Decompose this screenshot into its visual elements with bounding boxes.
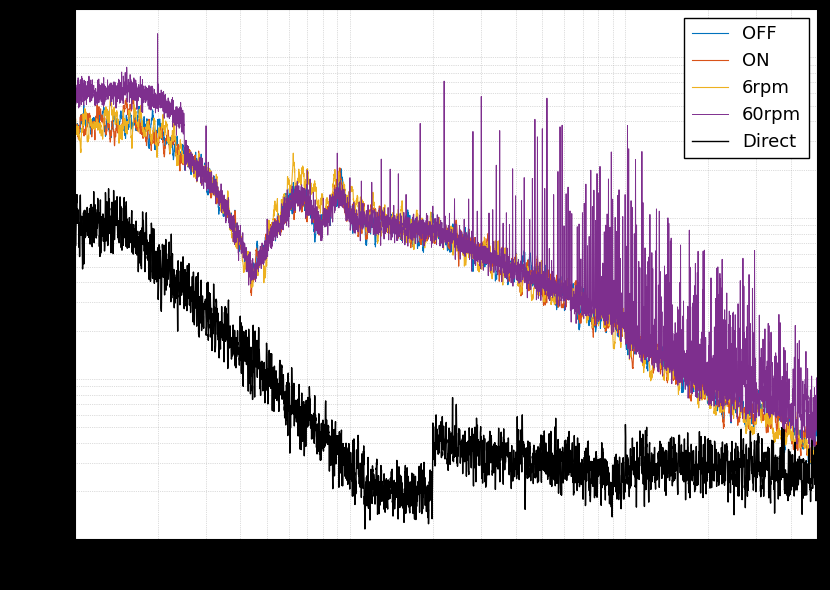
Direct bbox=[624, 493, 634, 500]
Direct bbox=[681, 472, 691, 479]
ON bbox=[813, 441, 823, 448]
60rpm bbox=[681, 359, 691, 366]
60rpm bbox=[624, 339, 634, 346]
ON bbox=[121, 95, 131, 102]
Legend: OFF, ON, 6rpm, 60rpm, Direct: OFF, ON, 6rpm, 60rpm, Direct bbox=[685, 18, 808, 159]
6rpm bbox=[70, 124, 80, 131]
OFF bbox=[804, 463, 814, 470]
ON bbox=[515, 284, 525, 291]
ON bbox=[70, 136, 80, 143]
6rpm bbox=[354, 206, 364, 214]
6rpm bbox=[105, 91, 115, 99]
Line: Direct: Direct bbox=[75, 189, 818, 529]
OFF bbox=[624, 342, 634, 349]
Line: OFF: OFF bbox=[75, 105, 818, 466]
OFF bbox=[515, 274, 525, 281]
60rpm bbox=[354, 216, 364, 223]
6rpm bbox=[681, 371, 691, 378]
Direct bbox=[360, 526, 370, 533]
OFF bbox=[553, 287, 563, 294]
60rpm bbox=[205, 177, 215, 184]
60rpm bbox=[153, 30, 163, 37]
60rpm bbox=[70, 33, 80, 40]
6rpm bbox=[813, 448, 823, 455]
Direct bbox=[354, 460, 364, 467]
OFF bbox=[79, 101, 89, 109]
6rpm bbox=[624, 340, 634, 348]
Line: ON: ON bbox=[75, 99, 818, 473]
ON bbox=[624, 332, 634, 339]
ON bbox=[205, 183, 215, 191]
OFF bbox=[205, 166, 215, 173]
Direct bbox=[515, 458, 525, 466]
ON bbox=[354, 233, 364, 240]
Direct bbox=[813, 483, 823, 490]
6rpm bbox=[515, 289, 525, 296]
Line: 6rpm: 6rpm bbox=[75, 95, 818, 465]
OFF bbox=[70, 124, 80, 131]
6rpm bbox=[553, 288, 563, 295]
Direct bbox=[104, 185, 114, 192]
6rpm bbox=[809, 461, 819, 468]
6rpm bbox=[205, 168, 215, 175]
ON bbox=[553, 295, 563, 302]
Direct bbox=[205, 315, 215, 322]
Direct bbox=[70, 224, 80, 231]
60rpm bbox=[515, 268, 525, 276]
Line: 60rpm: 60rpm bbox=[75, 34, 818, 460]
60rpm bbox=[813, 432, 823, 440]
Direct bbox=[553, 436, 563, 443]
ON bbox=[681, 357, 691, 364]
OFF bbox=[354, 220, 364, 227]
OFF bbox=[813, 418, 823, 425]
60rpm bbox=[553, 168, 563, 175]
60rpm bbox=[805, 457, 815, 464]
OFF bbox=[681, 365, 691, 372]
ON bbox=[809, 470, 819, 477]
